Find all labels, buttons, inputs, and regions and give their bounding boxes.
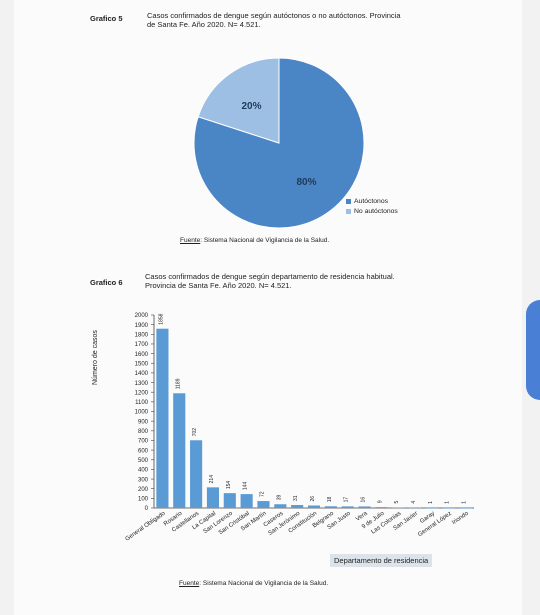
figure5-label: Grafico 5 bbox=[90, 14, 123, 23]
x-tick-label: Iriondo bbox=[451, 510, 470, 526]
figure5-source-text: : Sistema Nacional de Vigilancia de la S… bbox=[200, 237, 330, 244]
document-page: Grafico 5 Casos confirmados de dengue se… bbox=[14, 0, 522, 615]
bar bbox=[341, 506, 354, 508]
bar-data-label: 26 bbox=[310, 496, 316, 502]
figure6-title-line2: Provincia de Santa Fe. Año 2020. N= 4.52… bbox=[145, 281, 292, 290]
bar bbox=[425, 507, 438, 509]
bar-data-label: 31 bbox=[293, 495, 299, 501]
bar bbox=[442, 507, 455, 509]
legend-label-no-autoctonos: No autóctonos bbox=[354, 207, 398, 215]
bar bbox=[156, 328, 169, 508]
bar-data-label: 39 bbox=[276, 494, 282, 500]
bar bbox=[240, 494, 253, 508]
y-tick-label: 600 bbox=[138, 448, 149, 454]
figure5-source: Fuente: Sistema Nacional de Vigilancia d… bbox=[180, 237, 329, 244]
bar-data-label: 214 bbox=[209, 475, 215, 484]
y-tick-label: 1200 bbox=[135, 390, 149, 396]
bar-data-label: 16 bbox=[361, 497, 367, 503]
figure6-title-line1: Casos confirmados de dengue según depart… bbox=[145, 272, 395, 281]
bar-data-label: 4 bbox=[411, 501, 417, 504]
bar bbox=[392, 507, 405, 509]
bar-x-axis-label: Departamento de residencia bbox=[330, 554, 433, 567]
pie-slice-label: 20% bbox=[242, 101, 262, 112]
y-tick-label: 300 bbox=[138, 477, 149, 483]
figure6-source-prefix: Fuente bbox=[179, 580, 200, 587]
bar bbox=[324, 506, 337, 508]
bar-data-label: 17 bbox=[344, 497, 350, 503]
y-tick-label: 0 bbox=[145, 506, 149, 512]
bar bbox=[274, 504, 287, 508]
y-tick-label: 1500 bbox=[135, 361, 149, 367]
pie-slice-label: 80% bbox=[296, 177, 316, 188]
y-tick-label: 400 bbox=[138, 468, 149, 474]
legend-swatch-autoctonos bbox=[346, 198, 351, 204]
bar bbox=[291, 505, 304, 508]
y-tick-label: 100 bbox=[138, 497, 149, 503]
bar-data-label: 1 bbox=[428, 501, 434, 504]
bar bbox=[375, 507, 388, 508]
bar-data-label: 1858 bbox=[158, 313, 164, 324]
pie-legend: Autóctonos No autóctonos bbox=[346, 196, 398, 216]
bar-data-label: 1 bbox=[445, 501, 451, 504]
figure5-title-line1: Casos confirmados de dengue según autóct… bbox=[147, 11, 401, 20]
y-tick-label: 2000 bbox=[135, 313, 149, 319]
legend-label-autoctonos: Autóctonos bbox=[354, 197, 389, 205]
legend-item-no-autoctonos: No autóctonos bbox=[346, 206, 398, 216]
y-tick-label: 1400 bbox=[135, 371, 149, 377]
figure6-title: Casos confirmados de dengue según depart… bbox=[145, 272, 475, 290]
bar-data-label: 18 bbox=[327, 496, 333, 502]
bar-chart: 0100200300400500600700800900100011001200… bbox=[125, 313, 474, 543]
y-tick-label: 800 bbox=[138, 429, 149, 435]
bar bbox=[223, 493, 236, 508]
figure5-source-prefix: Fuente bbox=[180, 237, 201, 244]
pie-slice bbox=[197, 57, 280, 144]
bar bbox=[358, 506, 371, 508]
bar bbox=[173, 393, 186, 508]
figure6-source: Fuente: Sistema Nacional de Vigilancia d… bbox=[179, 580, 328, 587]
bar bbox=[257, 501, 270, 508]
bar-data-label: 72 bbox=[259, 491, 265, 497]
bar-data-label: 154 bbox=[226, 481, 232, 490]
y-tick-label: 1100 bbox=[135, 400, 149, 406]
bar-data-label: 144 bbox=[243, 482, 249, 491]
figure6-label: Grafico 6 bbox=[90, 278, 123, 287]
y-tick-label: 1000 bbox=[135, 410, 149, 416]
y-tick-label: 1800 bbox=[135, 333, 149, 339]
legend-item-autoctonos: Autóctonos bbox=[346, 196, 398, 206]
bar bbox=[190, 440, 203, 508]
figure5-title: Casos confirmados de dengue según autóct… bbox=[147, 11, 467, 29]
side-tab-decoration bbox=[526, 300, 540, 400]
y-tick-label: 900 bbox=[138, 419, 149, 425]
y-tick-label: 1900 bbox=[135, 323, 149, 329]
y-tick-label: 500 bbox=[138, 458, 149, 464]
bar-y-axis-label: Número de casos bbox=[92, 330, 99, 385]
bar-data-label: 1 bbox=[462, 501, 468, 504]
bar-data-label: 9 bbox=[377, 500, 383, 503]
y-tick-label: 700 bbox=[138, 439, 149, 445]
bar-data-label: 1189 bbox=[175, 378, 181, 389]
y-tick-label: 1300 bbox=[135, 381, 149, 387]
bar bbox=[408, 507, 422, 509]
y-tick-label: 200 bbox=[138, 487, 149, 493]
y-tick-label: 1700 bbox=[135, 342, 149, 348]
figure6-source-text: : Sistema Nacional de Vigilancia de la S… bbox=[199, 580, 329, 587]
bar bbox=[206, 487, 220, 508]
figure5-title-line2: de Santa Fe. Año 2020. N= 4.521. bbox=[147, 20, 261, 29]
bar bbox=[307, 505, 321, 508]
y-tick-label: 1600 bbox=[135, 352, 149, 358]
bar bbox=[459, 507, 472, 509]
bar-data-label: 5 bbox=[394, 501, 400, 504]
x-tick-label: General Obligado bbox=[125, 510, 168, 542]
bar-data-label: 702 bbox=[192, 428, 198, 437]
pie-chart: 80% 20% bbox=[193, 57, 365, 229]
legend-swatch-no-autoctonos bbox=[346, 208, 351, 214]
